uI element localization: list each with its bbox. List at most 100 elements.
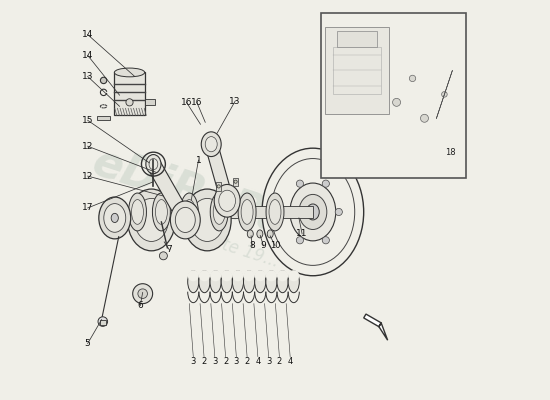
Bar — [145, 99, 155, 105]
Ellipse shape — [221, 271, 232, 293]
Ellipse shape — [248, 230, 254, 238]
Ellipse shape — [288, 271, 299, 293]
Text: 9: 9 — [261, 241, 266, 250]
Text: © nte 19...: © nte 19... — [189, 225, 282, 270]
Bar — [321, 13, 466, 178]
Polygon shape — [205, 142, 233, 202]
Ellipse shape — [188, 271, 199, 293]
Ellipse shape — [183, 200, 195, 224]
Ellipse shape — [290, 183, 336, 241]
Circle shape — [221, 270, 232, 281]
Ellipse shape — [170, 201, 200, 239]
Circle shape — [266, 270, 277, 281]
Text: 4: 4 — [288, 357, 293, 366]
Bar — [333, 46, 381, 94]
Ellipse shape — [152, 193, 170, 231]
Text: 14: 14 — [82, 30, 94, 39]
Ellipse shape — [266, 271, 277, 293]
Text: 13: 13 — [229, 97, 241, 106]
Circle shape — [409, 75, 416, 82]
Ellipse shape — [129, 193, 146, 231]
Ellipse shape — [277, 271, 288, 293]
Ellipse shape — [135, 198, 168, 242]
Circle shape — [133, 284, 153, 304]
Text: 6: 6 — [138, 301, 143, 310]
Circle shape — [296, 180, 304, 187]
Circle shape — [288, 270, 299, 281]
Circle shape — [393, 98, 400, 106]
Circle shape — [138, 289, 147, 298]
Circle shape — [322, 237, 329, 244]
Bar — [114, 72, 145, 116]
Text: 3: 3 — [266, 357, 271, 366]
Text: 4: 4 — [255, 357, 261, 366]
Ellipse shape — [156, 200, 167, 224]
Ellipse shape — [267, 230, 273, 238]
Text: 13: 13 — [82, 72, 94, 81]
Ellipse shape — [183, 189, 231, 251]
Ellipse shape — [126, 99, 133, 106]
Ellipse shape — [234, 180, 237, 183]
Text: 2: 2 — [201, 357, 207, 366]
Ellipse shape — [269, 200, 281, 224]
Polygon shape — [364, 314, 388, 340]
Ellipse shape — [180, 193, 198, 231]
Text: 16: 16 — [181, 98, 192, 107]
Text: 17: 17 — [82, 204, 94, 212]
Ellipse shape — [262, 148, 364, 276]
Ellipse shape — [104, 204, 126, 232]
Text: 2: 2 — [244, 357, 250, 366]
Ellipse shape — [244, 271, 255, 293]
Bar — [100, 320, 106, 325]
Text: 2: 2 — [277, 357, 282, 366]
Ellipse shape — [131, 200, 144, 224]
Circle shape — [335, 208, 342, 216]
Circle shape — [232, 270, 244, 281]
Ellipse shape — [99, 197, 131, 239]
Circle shape — [442, 92, 447, 97]
Text: 3: 3 — [234, 357, 239, 366]
Ellipse shape — [114, 68, 145, 77]
Ellipse shape — [128, 189, 175, 251]
Text: 14: 14 — [82, 51, 94, 60]
Text: 16: 16 — [191, 98, 202, 107]
Circle shape — [188, 270, 199, 281]
Ellipse shape — [210, 193, 228, 231]
Ellipse shape — [149, 158, 158, 170]
Ellipse shape — [205, 137, 217, 152]
Circle shape — [296, 237, 304, 244]
Bar — [97, 116, 111, 120]
Text: 15: 15 — [82, 116, 94, 125]
Polygon shape — [129, 206, 313, 218]
Text: 8: 8 — [249, 241, 255, 250]
Polygon shape — [147, 160, 191, 224]
Circle shape — [199, 270, 210, 281]
Ellipse shape — [214, 184, 240, 217]
Ellipse shape — [238, 193, 256, 231]
Text: 3: 3 — [212, 357, 217, 366]
Ellipse shape — [175, 207, 195, 232]
Ellipse shape — [241, 200, 253, 224]
Text: 2: 2 — [223, 357, 228, 366]
Circle shape — [277, 270, 288, 281]
Ellipse shape — [190, 198, 224, 242]
Circle shape — [210, 270, 221, 281]
Bar — [337, 30, 377, 46]
Ellipse shape — [266, 193, 284, 231]
Circle shape — [98, 317, 108, 326]
Text: 12: 12 — [82, 172, 94, 180]
Ellipse shape — [101, 77, 107, 84]
Ellipse shape — [210, 271, 221, 293]
Circle shape — [160, 252, 167, 260]
Ellipse shape — [306, 204, 319, 220]
Bar — [216, 182, 221, 191]
Ellipse shape — [146, 154, 161, 174]
Text: eDiReParé: eDiReParé — [87, 140, 344, 260]
Ellipse shape — [255, 271, 266, 293]
Ellipse shape — [299, 194, 327, 230]
Ellipse shape — [219, 190, 235, 211]
Circle shape — [283, 208, 290, 216]
Circle shape — [244, 270, 255, 281]
Bar — [233, 178, 238, 186]
Circle shape — [255, 270, 266, 281]
